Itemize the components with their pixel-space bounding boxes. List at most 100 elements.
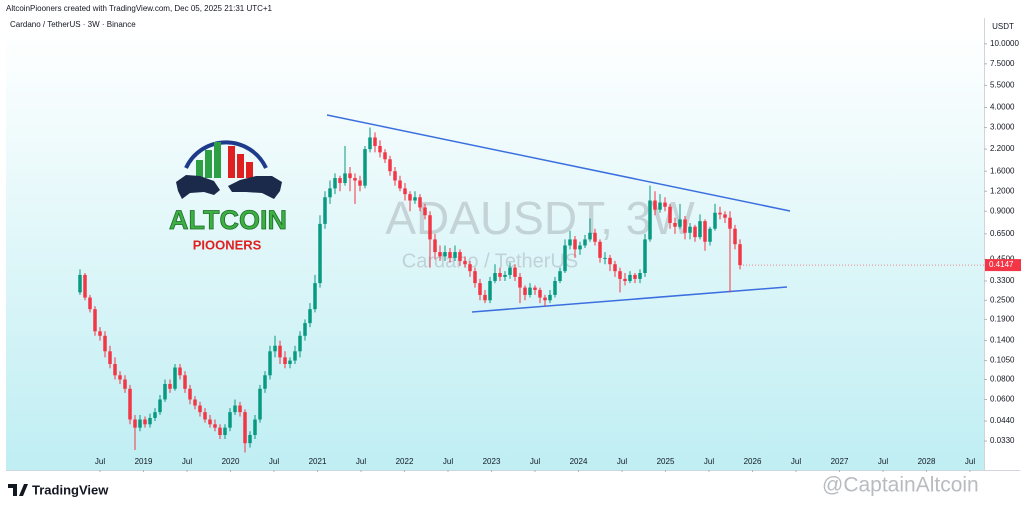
axes: 10.0000 7.5000 5.5000 4.0000 3.0000 2.2000 1.6… [95, 39, 1021, 472]
candle-body [368, 137, 372, 150]
candle-body [358, 180, 362, 186]
candle-body [498, 273, 502, 277]
plot-background [6, 30, 984, 470]
candle-body [343, 173, 347, 184]
footer-brand: TradingView [8, 482, 109, 497]
candle-body [533, 287, 537, 290]
y-tick-label: 7.5000 [990, 59, 1015, 68]
x-tick-label: 2027 [831, 457, 849, 466]
y-tick-label: 5.5000 [990, 80, 1015, 89]
candle-body [593, 232, 597, 242]
watermark: ADAUSDT, 3W [385, 192, 695, 244]
candle-body [153, 412, 157, 418]
candle-body [373, 137, 377, 146]
candle-body [213, 424, 217, 428]
brand-icon [8, 484, 28, 496]
x-tick-label: 2021 [309, 457, 327, 466]
logo-bar [205, 150, 212, 178]
watermark-subtitle: Cardano / TetherUS [402, 250, 578, 272]
candle-body [603, 257, 607, 259]
candle-body [238, 405, 242, 413]
candle-body [473, 271, 477, 284]
candle-body [263, 375, 267, 389]
candle-body [193, 399, 197, 406]
x-tick-label: Jul [95, 457, 105, 466]
candle-body [123, 379, 127, 389]
candle-body [448, 252, 452, 258]
x-tick-label: 2023 [483, 457, 501, 466]
candle-body [623, 278, 627, 281]
credit-watermark: @CaptainAltcoin [822, 474, 979, 497]
candle-body [463, 260, 467, 265]
y-tick-label: 2.2000 [990, 144, 1015, 153]
candle-body [428, 215, 432, 240]
logo-bear [228, 176, 282, 199]
y-tick-label: 0.2500 [990, 295, 1015, 304]
y-tick-label: 0.1900 [990, 314, 1015, 323]
candle-body [413, 197, 417, 201]
candle-body [248, 435, 252, 444]
x-tick-label: 2026 [744, 457, 762, 466]
candle-body [333, 178, 337, 189]
candle-body [278, 345, 282, 358]
candle-body [203, 412, 207, 420]
candle-body [618, 271, 622, 279]
logo-text: ALTCOIN [169, 205, 287, 235]
candle-body [723, 214, 727, 218]
candle-body [438, 252, 442, 257]
axis-unit: USDT [992, 22, 1014, 31]
header-credit: AltcoinPiooners created with TradingView… [6, 4, 273, 13]
candle-body [653, 200, 657, 210]
candle-body [103, 335, 107, 352]
candle-body [408, 194, 412, 201]
candle-body [503, 274, 507, 277]
candle-body [283, 357, 287, 364]
candle-body [638, 273, 642, 279]
y-tick-label: 0.3300 [990, 276, 1015, 285]
candle-body [548, 294, 552, 301]
candle-body [383, 152, 387, 160]
candle-body [598, 241, 602, 258]
candle-body [303, 323, 307, 336]
candle-body [288, 360, 292, 364]
logo-bull [176, 175, 220, 199]
x-tick-label: Jul [443, 457, 453, 466]
candle-body [703, 221, 707, 242]
candle-body [613, 264, 617, 272]
candle-body [298, 335, 302, 352]
x-tick-label: Jul [878, 457, 888, 466]
candle-body [258, 388, 262, 420]
candle-body [518, 276, 522, 288]
candle-body [588, 232, 592, 240]
candle-body [578, 245, 582, 250]
candle-body [223, 427, 227, 436]
candle-body [293, 351, 297, 361]
candle-body [173, 367, 177, 389]
candle-body [433, 239, 437, 253]
candle-body [583, 239, 587, 246]
upper-trendline [326, 114, 791, 212]
logo-bar [246, 162, 253, 178]
x-tick-label: 2022 [396, 457, 414, 466]
candle-body [253, 419, 257, 436]
candle-body [338, 178, 342, 184]
candle-body [728, 217, 732, 229]
candle-body [363, 149, 367, 186]
y-tick-label: 3.0000 [990, 123, 1015, 132]
candle-body [133, 419, 137, 428]
y-tick-label: 1.6000 [990, 166, 1015, 175]
candle-body [128, 388, 132, 420]
candle-body [378, 145, 382, 153]
candle-body [113, 363, 117, 376]
candle-body [483, 294, 487, 301]
logo-subtext: PIOONERS [193, 237, 262, 252]
x-tick-label: 2020 [222, 457, 240, 466]
candle-body [323, 197, 327, 224]
candle-body [328, 188, 332, 198]
candle-body [98, 331, 102, 336]
candle-body [658, 202, 662, 210]
candle-body [568, 239, 572, 246]
candle-body [403, 188, 407, 195]
